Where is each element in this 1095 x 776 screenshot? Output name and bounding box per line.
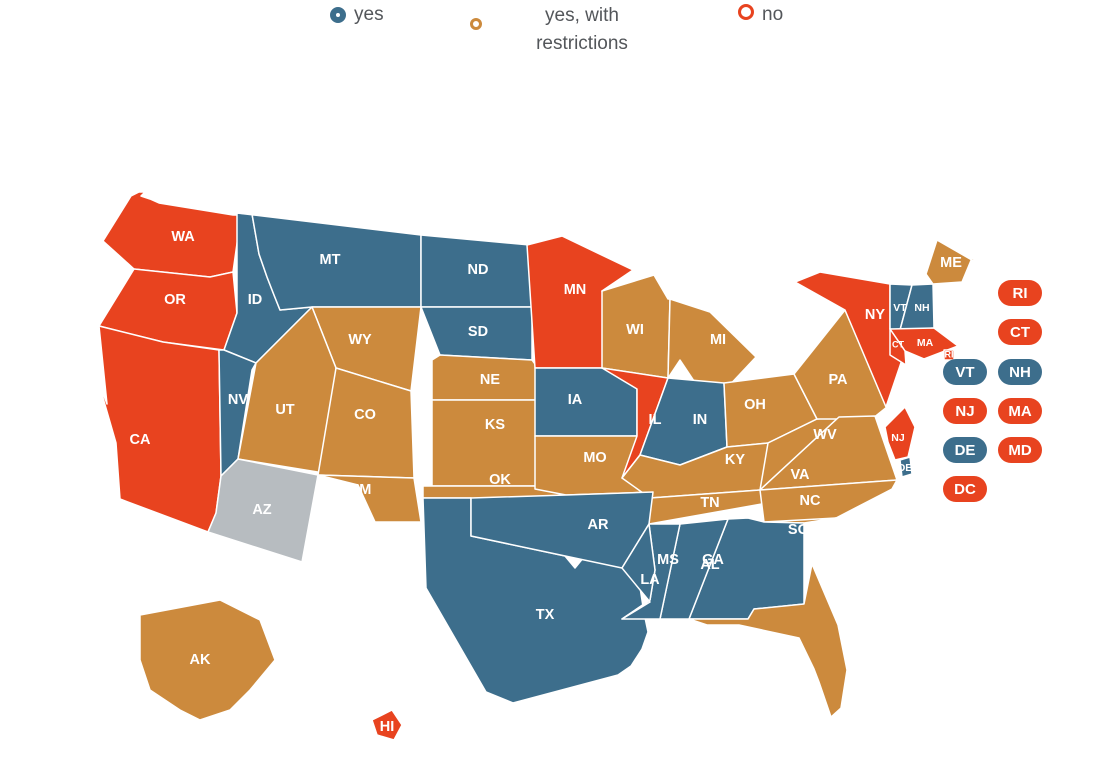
svg-text:NE: NE — [480, 372, 500, 388]
svg-text:ND: ND — [468, 262, 489, 278]
svg-text:NM: NM — [349, 482, 372, 498]
svg-text:VA: VA — [790, 467, 810, 483]
svg-text:WY: WY — [348, 332, 372, 348]
svg-text:NJ: NJ — [891, 432, 905, 444]
svg-text:PA: PA — [828, 372, 848, 388]
svg-text:RI: RI — [945, 349, 954, 359]
svg-text:MO: MO — [583, 450, 606, 466]
svg-text:UT: UT — [275, 402, 294, 418]
svg-text:FL: FL — [776, 647, 794, 663]
svg-text:AK: AK — [190, 652, 211, 668]
svg-text:AR: AR — [588, 517, 609, 533]
svg-text:VT: VT — [893, 302, 907, 314]
svg-text:SD: SD — [468, 324, 488, 340]
svg-text:CA: CA — [130, 432, 151, 448]
svg-text:AL: AL — [700, 557, 719, 573]
svg-text:IN: IN — [693, 412, 708, 428]
svg-text:MN: MN — [564, 282, 587, 298]
svg-text:WI: WI — [626, 322, 644, 338]
svg-text:ID: ID — [248, 292, 263, 308]
svg-text:CO: CO — [354, 407, 376, 423]
svg-text:MA: MA — [917, 337, 934, 349]
svg-text:KY: KY — [725, 452, 745, 468]
svg-text:DE: DE — [898, 462, 913, 474]
svg-text:MT: MT — [320, 252, 341, 268]
svg-text:KS: KS — [485, 417, 505, 433]
svg-text:SC: SC — [788, 522, 809, 538]
svg-text:OR: OR — [164, 292, 186, 308]
svg-text:ME: ME — [940, 255, 962, 271]
svg-text:IL: IL — [649, 412, 662, 428]
svg-text:OK: OK — [489, 472, 511, 488]
svg-text:CT: CT — [892, 339, 904, 349]
svg-text:IA: IA — [568, 392, 583, 408]
svg-text:LA: LA — [640, 572, 660, 588]
svg-text:TX: TX — [536, 607, 555, 623]
svg-text:MS: MS — [657, 552, 679, 568]
svg-text:MI: MI — [710, 332, 726, 348]
svg-text:WA: WA — [171, 229, 195, 245]
svg-text:NV: NV — [228, 392, 248, 408]
svg-text:TN: TN — [700, 495, 719, 511]
svg-text:AZ: AZ — [252, 502, 271, 518]
svg-text:OH: OH — [744, 397, 766, 413]
svg-text:HI: HI — [380, 719, 395, 735]
svg-text:NH: NH — [914, 302, 929, 314]
svg-text:NC: NC — [800, 493, 821, 509]
svg-text:NY: NY — [865, 307, 885, 323]
svg-text:WV: WV — [813, 427, 837, 443]
